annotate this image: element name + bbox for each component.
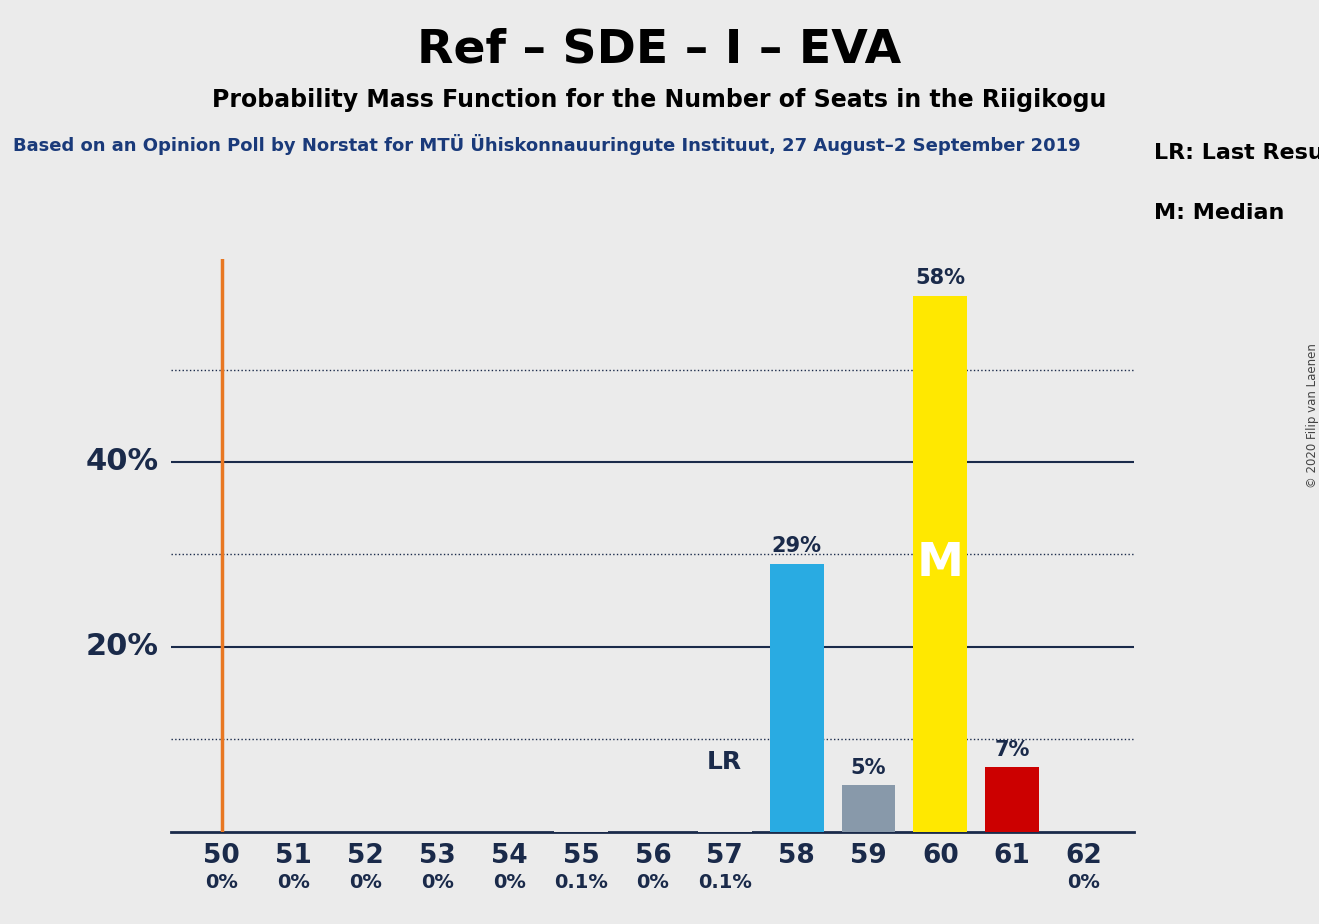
Text: Probability Mass Function for the Number of Seats in the Riigikogu: Probability Mass Function for the Number… xyxy=(212,88,1107,112)
Bar xyxy=(770,564,823,832)
Text: 0%: 0% xyxy=(493,873,526,893)
Text: 0%: 0% xyxy=(277,873,310,893)
Text: Based on an Opinion Poll by Norstat for MTÜ Ühiskonnauuringute Instituut, 27 Aug: Based on an Opinion Poll by Norstat for … xyxy=(13,134,1080,155)
Text: 0.1%: 0.1% xyxy=(554,873,608,893)
Text: 0%: 0% xyxy=(206,873,239,893)
Text: LR: LR xyxy=(707,750,743,774)
Text: 29%: 29% xyxy=(772,536,822,556)
Text: Ref – SDE – I – EVA: Ref – SDE – I – EVA xyxy=(417,28,902,73)
Bar xyxy=(554,831,608,832)
Text: M: Median: M: Median xyxy=(1154,203,1285,224)
Text: M: M xyxy=(917,541,964,586)
Text: LR: Last Result: LR: Last Result xyxy=(1154,143,1319,164)
Text: 5%: 5% xyxy=(851,758,886,778)
Text: 0%: 0% xyxy=(1067,873,1100,893)
Bar xyxy=(698,831,752,832)
Text: 0%: 0% xyxy=(350,873,383,893)
Text: 58%: 58% xyxy=(915,268,966,288)
Text: 40%: 40% xyxy=(86,447,158,477)
Bar xyxy=(985,767,1039,832)
Text: 0%: 0% xyxy=(637,873,669,893)
Bar xyxy=(913,296,967,832)
Text: 7%: 7% xyxy=(995,739,1030,760)
Text: 0.1%: 0.1% xyxy=(698,873,752,893)
Text: © 2020 Filip van Laenen: © 2020 Filip van Laenen xyxy=(1306,344,1319,488)
Bar xyxy=(842,785,896,832)
Text: 20%: 20% xyxy=(86,632,158,662)
Text: 0%: 0% xyxy=(421,873,454,893)
